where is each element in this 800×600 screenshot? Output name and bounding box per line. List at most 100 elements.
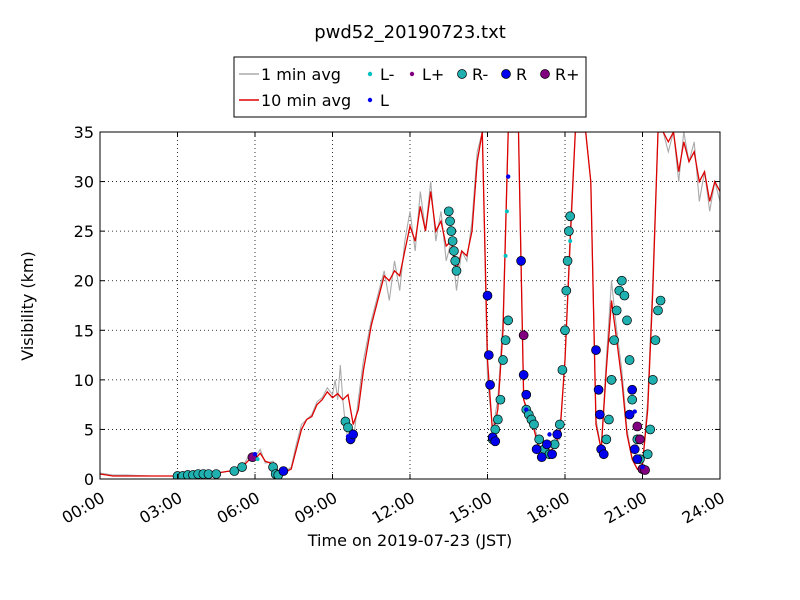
marker-Rminus: [554, 419, 565, 430]
marker-Rminus: [443, 206, 454, 217]
y-tick-label: 5: [84, 420, 94, 439]
marker-Lminus: [255, 457, 260, 462]
marker-Rminus: [653, 305, 663, 316]
legend-label: L+: [422, 65, 444, 84]
marker-Lminus: [504, 209, 509, 214]
legend-label: L-: [380, 65, 394, 84]
marker-Rplus: [518, 330, 529, 341]
marker-Rminus: [604, 414, 614, 425]
marker-R: [531, 444, 542, 455]
marker-Rplus: [635, 434, 645, 445]
marker-Rminus: [446, 226, 457, 236]
marker-L: [640, 464, 645, 470]
legend-label: R-: [472, 65, 488, 84]
legend-box: [233, 56, 587, 118]
marker-R: [518, 370, 529, 380]
marker-Rminus: [609, 335, 619, 346]
marker-Rminus: [449, 246, 459, 256]
marker-Rminus: [557, 365, 568, 375]
marker-R: [591, 345, 601, 355]
marker-R: [482, 290, 493, 301]
marker-Rminus: [611, 305, 622, 316]
marker-Rminus: [500, 335, 511, 346]
legend-label: R+: [555, 65, 580, 84]
y-tick-label: 30: [74, 173, 94, 192]
marker-Rminus: [655, 295, 666, 306]
x-axis-label: Time on 2019-07-23 (JST): [307, 531, 512, 550]
y-tick-label: 10: [74, 371, 94, 390]
y-tick-label: 25: [74, 222, 94, 241]
marker-Rminus: [450, 256, 461, 266]
marker-Rminus: [529, 419, 539, 430]
legend: 1 min avg 10 min avg L- L L+ R- R R+: [233, 56, 587, 118]
marker-R: [632, 454, 643, 465]
marker-R: [552, 429, 563, 440]
legend-marker: [409, 71, 415, 77]
legend-marker: [367, 97, 373, 103]
y-tick-label: 35: [74, 123, 94, 142]
marker-R: [629, 444, 640, 455]
marker-R: [593, 384, 604, 395]
legend-label: 1 min avg: [261, 65, 341, 84]
marker-L: [345, 434, 351, 439]
marker-Rplus: [632, 421, 643, 432]
marker-R: [485, 379, 495, 390]
marker-Rminus: [561, 285, 572, 296]
marker-layer: [172, 174, 666, 479]
legend-marker: [501, 69, 511, 79]
legend-marker: [367, 71, 373, 77]
marker-Rminus: [498, 355, 508, 365]
marker-Rminus: [627, 394, 638, 405]
marker-Rminus: [229, 466, 240, 476]
marker-R: [490, 436, 501, 447]
marker-Rminus: [622, 315, 632, 326]
marker-Rminus: [606, 375, 617, 385]
marker-Rminus: [451, 265, 462, 276]
legend-label: R: [516, 65, 527, 84]
marker-R: [542, 439, 552, 450]
marker-Rminus: [565, 211, 576, 222]
y-axis-label: Visibility (km): [18, 251, 37, 360]
marker-R: [595, 409, 605, 420]
legend-marker: [457, 69, 467, 79]
marker-Rminus: [564, 226, 574, 236]
marker-Rminus: [642, 449, 653, 460]
marker-R: [624, 409, 635, 420]
chart-title: pwd52_20190723.txt: [314, 22, 506, 43]
marker-Rminus: [211, 469, 222, 479]
y-tick-label: 20: [74, 272, 94, 291]
marker-R: [536, 452, 547, 463]
marker-R: [547, 449, 557, 460]
legend-marker: [540, 69, 550, 79]
marker-Rminus: [619, 290, 630, 301]
marker-R: [483, 350, 494, 360]
marker-R: [598, 449, 609, 460]
marker-L: [505, 174, 511, 179]
legend-label: 10 min avg: [261, 91, 351, 110]
marker-Rminus: [624, 355, 635, 365]
marker-Rminus: [650, 335, 661, 346]
marker-Rminus: [445, 216, 455, 227]
marker-R: [627, 384, 638, 395]
marker-L: [252, 452, 258, 457]
marker-L: [547, 432, 552, 437]
marker-R: [521, 389, 532, 400]
marker-L: [632, 409, 637, 414]
marker-Rminus: [447, 236, 458, 246]
y-tick-label: 15: [74, 321, 94, 340]
marker-R: [278, 466, 289, 476]
marker-Rminus: [534, 434, 545, 445]
marker-Rminus: [237, 462, 247, 472]
legend-label: L: [380, 91, 389, 110]
y-tick-label: 0: [84, 470, 94, 489]
marker-Rminus: [647, 375, 658, 385]
marker-R: [516, 256, 526, 266]
marker-Rminus: [492, 414, 503, 425]
marker-Lminus: [568, 239, 573, 244]
marker-Rminus: [616, 275, 627, 286]
marker-Lminus: [503, 253, 508, 258]
marker-Rminus: [343, 422, 353, 433]
marker-L: [524, 407, 529, 412]
marker-Rminus: [562, 256, 573, 266]
